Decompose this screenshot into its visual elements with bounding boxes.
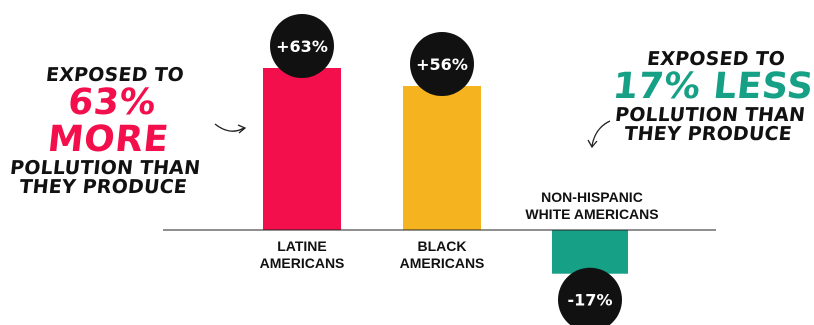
callout-left-highlight: 63% MORE xyxy=(45,82,171,161)
callout-more-exposure: EXPOSED TO 63% MORE POLLUTION THAN THEY … xyxy=(0,64,225,199)
data-label-circle-white xyxy=(558,267,622,325)
callout-left-line4: THEY PRODUCE xyxy=(18,176,189,199)
category-label-line: BLACK xyxy=(417,238,467,254)
data-label-latine: +63% xyxy=(276,37,328,56)
data-label-circle-black xyxy=(410,32,474,96)
data-label-white: -17% xyxy=(568,291,613,310)
data-label-circle-latine xyxy=(270,14,334,78)
data-label-black: +56% xyxy=(416,55,468,74)
category-label-white: NON-HISPANIC WHITE AMERICANS xyxy=(512,189,672,223)
callout-less-exposure: EXPOSED TO 17% LESS POLLUTION THAN THEY … xyxy=(605,48,814,146)
callout-right-highlight: 17% LESS xyxy=(610,66,814,108)
right-arrow-head xyxy=(587,139,598,149)
category-label-latine: LATINE AMERICANS xyxy=(247,238,357,272)
category-label-black: BLACK AMERICANS xyxy=(387,238,497,272)
category-label-line: WHITE AMERICANS xyxy=(525,205,659,222)
left-arrow-icon xyxy=(214,123,245,132)
right-arrow-icon xyxy=(591,120,611,147)
bar-white xyxy=(552,230,628,274)
category-label-line: LATINE xyxy=(277,238,327,254)
callout-right-line4: THEY PRODUCE xyxy=(623,123,793,146)
bar-black xyxy=(403,86,481,230)
category-label-line: NON-HISPANIC xyxy=(541,189,643,205)
bar-latine xyxy=(263,68,341,230)
category-label-line: AMERICANS xyxy=(259,254,345,271)
left-arrow-head xyxy=(237,124,247,134)
category-label-line: AMERICANS xyxy=(399,254,485,271)
